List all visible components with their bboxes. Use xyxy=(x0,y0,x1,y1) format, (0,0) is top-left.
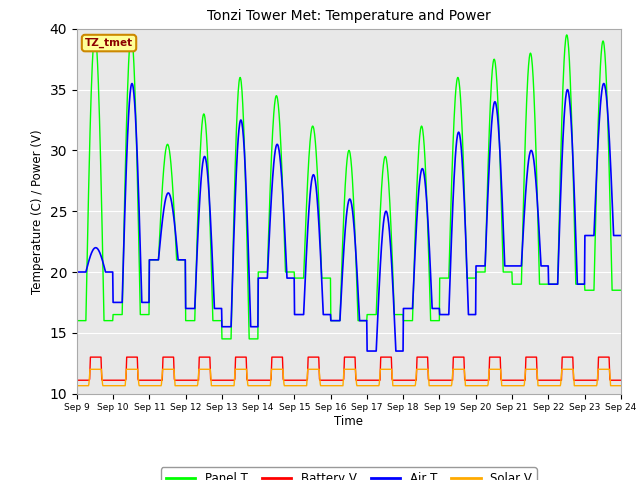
Solar V xyxy=(255,383,263,389)
Air T xyxy=(434,306,442,312)
Battery V xyxy=(617,377,625,383)
Battery V xyxy=(255,377,263,383)
Air T xyxy=(73,269,81,275)
Solar V xyxy=(505,383,513,389)
Solar V xyxy=(434,383,442,389)
Title: Tonzi Tower Met: Temperature and Power: Tonzi Tower Met: Temperature and Power xyxy=(207,10,491,24)
Line: Solar V: Solar V xyxy=(77,369,621,386)
X-axis label: Time: Time xyxy=(334,415,364,428)
Battery V xyxy=(505,377,513,383)
Air T xyxy=(617,233,625,239)
Panel T xyxy=(505,269,513,275)
Panel T xyxy=(91,32,99,38)
Air T xyxy=(255,275,263,281)
Panel T xyxy=(617,288,625,293)
Line: Battery V: Battery V xyxy=(77,357,621,380)
Air T xyxy=(181,257,189,263)
Solar V xyxy=(181,383,189,389)
Battery V xyxy=(195,377,202,383)
Panel T xyxy=(255,269,263,275)
Line: Panel T: Panel T xyxy=(77,35,621,339)
Panel T xyxy=(73,318,81,324)
Solar V xyxy=(86,366,94,372)
Battery V xyxy=(73,377,81,383)
Air T xyxy=(195,227,202,233)
Solar V xyxy=(195,376,202,382)
Battery V xyxy=(553,377,561,383)
Text: TZ_tmet: TZ_tmet xyxy=(85,38,133,48)
Battery V xyxy=(86,354,94,360)
Solar V xyxy=(617,383,625,389)
Panel T xyxy=(434,318,442,324)
Y-axis label: Temperature (C) / Power (V): Temperature (C) / Power (V) xyxy=(31,129,44,293)
Air T xyxy=(505,263,513,269)
Solar V xyxy=(73,383,81,389)
Panel T xyxy=(553,281,561,287)
Line: Air T: Air T xyxy=(77,84,621,351)
Air T xyxy=(364,348,371,354)
Panel T xyxy=(181,257,189,263)
Panel T xyxy=(195,203,202,209)
Air T xyxy=(553,281,561,287)
Battery V xyxy=(181,377,189,383)
Solar V xyxy=(553,383,561,389)
Legend: Panel T, Battery V, Air T, Solar V: Panel T, Battery V, Air T, Solar V xyxy=(161,468,537,480)
Panel T xyxy=(218,336,226,342)
Battery V xyxy=(434,377,442,383)
Air T xyxy=(128,81,136,86)
